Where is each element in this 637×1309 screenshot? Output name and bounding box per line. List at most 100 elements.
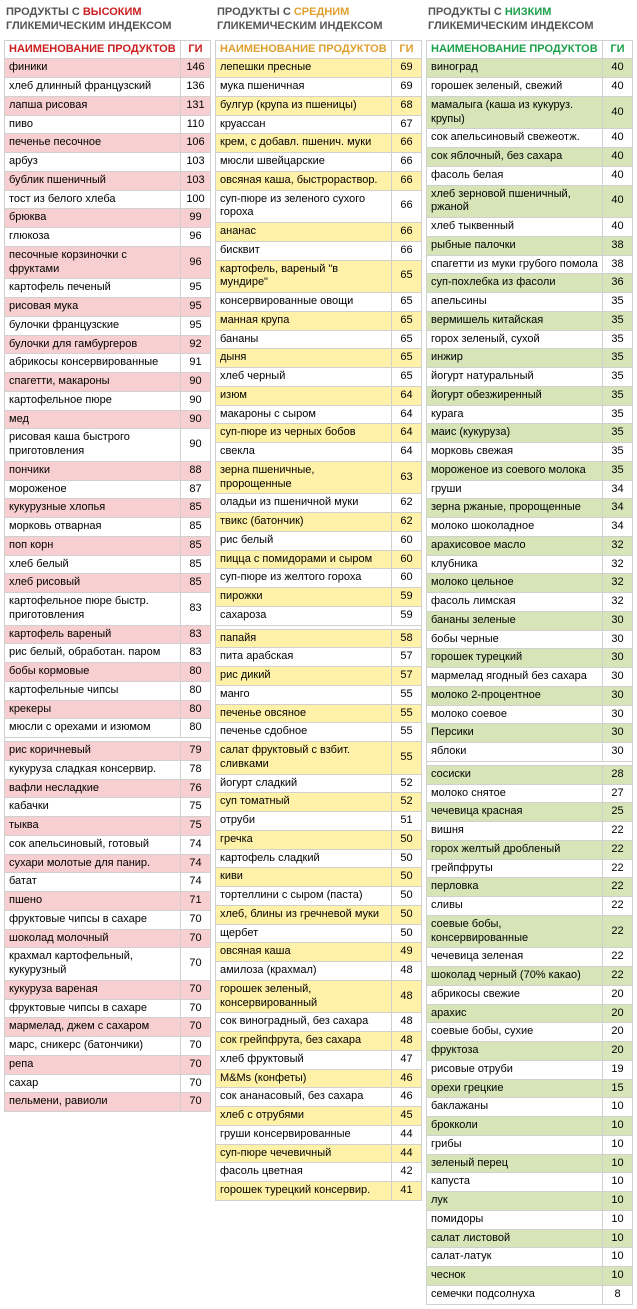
cell-gi: 20: [603, 1023, 633, 1042]
table-row: лепешки пресные69: [216, 59, 422, 78]
cell-gi: 49: [392, 943, 422, 962]
cell-name: щербет: [216, 924, 392, 943]
cell-gi: 32: [603, 574, 633, 593]
cell-name: семечки подсолнуха: [427, 1285, 603, 1304]
cell-gi: 38: [603, 255, 633, 274]
cell-name: зерна ржаные, пророщенные: [427, 499, 603, 518]
cell-gi: 22: [603, 878, 633, 897]
cell-name: йогурт сладкий: [216, 774, 392, 793]
cell-gi: 66: [392, 171, 422, 190]
cell-name: рис белый, обработан. паром: [5, 644, 181, 663]
table-row: тост из белого хлеба100: [5, 190, 211, 209]
cell-name: булочки французские: [5, 316, 181, 335]
table-row: пшено71: [5, 892, 211, 911]
cell-gi: 63: [392, 461, 422, 494]
cell-name: абрикосы свежие: [427, 985, 603, 1004]
table-row: фруктовые чипсы в сахаре70: [5, 910, 211, 929]
cell-name: груши: [427, 480, 603, 499]
table-row: свекла64: [216, 443, 422, 462]
cell-gi: 50: [392, 905, 422, 924]
cell-name: вермишель китайская: [427, 311, 603, 330]
cell-gi: 35: [603, 386, 633, 405]
cell-gi: 35: [603, 405, 633, 424]
table-row: молоко шоколадное34: [427, 518, 633, 537]
table-row: молоко соевое30: [427, 705, 633, 724]
table-row: сливы22: [427, 897, 633, 916]
cell-gi: 110: [181, 115, 211, 134]
cell-gi: 40: [603, 218, 633, 237]
cell-name: суп томатный: [216, 793, 392, 812]
table-row: булочки для гамбургеров92: [5, 335, 211, 354]
cell-name: рыбные палочки: [427, 236, 603, 255]
cell-name: капуста: [427, 1173, 603, 1192]
cell-gi: 80: [181, 663, 211, 682]
table-row: сок апельсиновый, готовый74: [5, 835, 211, 854]
cell-name: сок ананасовый, без сахара: [216, 1088, 392, 1107]
cell-gi: 55: [392, 704, 422, 723]
cell-gi: 48: [392, 962, 422, 981]
table-row: марс, сникерс (батончики)70: [5, 1037, 211, 1056]
cell-gi: 10: [603, 1229, 633, 1248]
table-row: суп-похлебка из фасоли36: [427, 274, 633, 293]
cell-gi: 51: [392, 812, 422, 831]
cell-gi: 65: [392, 293, 422, 312]
table-row: соевые бобы, консервированные22: [427, 915, 633, 948]
cell-gi: 65: [392, 311, 422, 330]
header-gi: ГИ: [603, 40, 633, 59]
cell-gi: 70: [181, 980, 211, 999]
cell-gi: 20: [603, 1042, 633, 1061]
table-row: печенье песочное106: [5, 134, 211, 153]
cell-gi: 85: [181, 499, 211, 518]
cell-name: Персики: [427, 724, 603, 743]
cell-gi: 30: [603, 705, 633, 724]
table-row: сок виноградный, без сахара48: [216, 1013, 422, 1032]
cell-name: хлеб белый: [5, 555, 181, 574]
cell-name: крахмал картофельный, кукурузный: [5, 948, 181, 981]
table-row: картофель сладкий50: [216, 849, 422, 868]
table-row: глюкоза96: [5, 228, 211, 247]
cell-name: рис белый: [216, 531, 392, 550]
cell-gi: 34: [603, 518, 633, 537]
cell-name: йогурт обезжиренный: [427, 386, 603, 405]
table-row: макароны с сыром64: [216, 405, 422, 424]
cell-gi: 96: [181, 246, 211, 279]
cell-gi: 66: [392, 134, 422, 153]
cell-name: пончики: [5, 461, 181, 480]
cell-gi: 83: [181, 593, 211, 626]
table-row: арахисовое масло32: [427, 536, 633, 555]
table-row: овсяная каша49: [216, 943, 422, 962]
table-row: сухари молотые для панир.74: [5, 854, 211, 873]
table-row: хлеб фруктовый47: [216, 1050, 422, 1069]
cell-name: хлеб длинный французский: [5, 78, 181, 97]
cell-gi: 35: [603, 349, 633, 368]
cell-gi: 10: [603, 1173, 633, 1192]
cell-gi: 20: [603, 985, 633, 1004]
cell-gi: 34: [603, 499, 633, 518]
cell-name: лук: [427, 1192, 603, 1211]
table-row: груши консервированные44: [216, 1125, 422, 1144]
cell-name: сахар: [5, 1074, 181, 1093]
cell-name: чеснок: [427, 1267, 603, 1286]
cell-name: грейпфруты: [427, 859, 603, 878]
table-row: консервированные овощи65: [216, 293, 422, 312]
cell-name: молоко цельное: [427, 574, 603, 593]
table-row: рисовая каша быстрого приготовления90: [5, 429, 211, 462]
cell-name: марс, сникерс (батончики): [5, 1037, 181, 1056]
cell-name: молоко шоколадное: [427, 518, 603, 537]
cell-name: мед: [5, 410, 181, 429]
cell-gi: 136: [181, 78, 211, 97]
table-row: картофель, вареный "в мундире"65: [216, 260, 422, 293]
cell-name: бобы кормовые: [5, 663, 181, 682]
cell-gi: 83: [181, 625, 211, 644]
cell-name: сухари молотые для панир.: [5, 854, 181, 873]
table-row: манная крупа65: [216, 311, 422, 330]
cell-gi: 91: [181, 354, 211, 373]
cell-name: булгур (крупа из пшеницы): [216, 96, 392, 115]
cell-gi: 66: [392, 241, 422, 260]
cell-gi: 8: [603, 1285, 633, 1304]
table-row: гречка50: [216, 830, 422, 849]
cell-gi: 32: [603, 555, 633, 574]
cell-gi: 59: [392, 606, 422, 625]
cell-gi: 40: [603, 166, 633, 185]
cell-name: салат листовой: [427, 1229, 603, 1248]
